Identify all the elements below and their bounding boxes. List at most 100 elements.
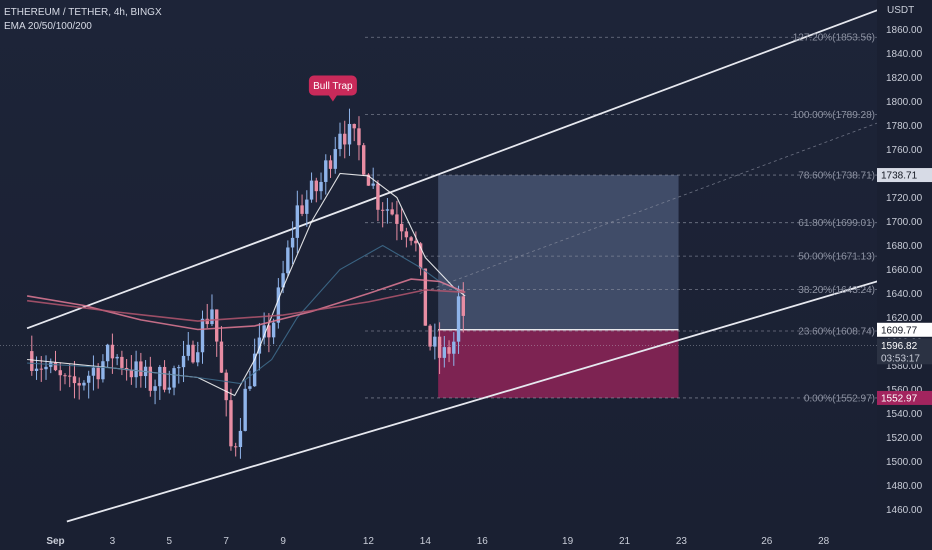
candle xyxy=(371,183,375,186)
candle xyxy=(34,368,39,371)
candle xyxy=(210,309,214,325)
candle xyxy=(357,128,361,146)
price-tag-value: 1738.71 xyxy=(881,171,918,182)
price-axis-tick: 1780.00 xyxy=(886,121,923,132)
candle xyxy=(252,353,257,387)
candle xyxy=(215,309,219,342)
price-axis-tick: 1460.00 xyxy=(886,505,923,516)
price-tag-value: 1609.77 xyxy=(881,325,918,336)
candle xyxy=(290,237,295,248)
candle xyxy=(229,400,233,447)
ema-line xyxy=(26,289,466,322)
candle xyxy=(63,375,67,377)
candle xyxy=(139,361,143,377)
candle xyxy=(167,387,171,390)
candle xyxy=(86,375,91,383)
candle xyxy=(428,325,432,347)
price-axis-tick: 1860.00 xyxy=(886,25,923,36)
candle xyxy=(452,341,456,354)
candle xyxy=(414,240,418,244)
candle xyxy=(110,344,115,359)
candle xyxy=(68,375,72,377)
price-axis-tick: 1560.00 xyxy=(886,385,923,396)
fib-level-label: 100.00%(1789.28) xyxy=(793,110,875,121)
candle xyxy=(134,361,138,378)
candle xyxy=(343,133,347,145)
candle xyxy=(461,296,465,316)
candle xyxy=(362,145,366,175)
candle xyxy=(53,362,58,371)
price-axis-bg xyxy=(877,0,932,550)
candle xyxy=(191,344,195,363)
time-axis-tick: 19 xyxy=(562,536,574,547)
candle xyxy=(404,231,409,238)
price-axis-tick: 1720.00 xyxy=(886,193,923,204)
candle xyxy=(238,430,243,448)
stop-zone xyxy=(438,329,679,398)
candle xyxy=(172,368,176,388)
candle xyxy=(319,181,323,192)
candle xyxy=(30,351,34,371)
ema-line xyxy=(27,172,466,397)
candle xyxy=(271,322,276,338)
price-axis-tick: 1700.00 xyxy=(886,217,923,228)
fib-level-label: 127.20%(1853.56) xyxy=(793,33,875,44)
time-axis-tick: 23 xyxy=(676,536,688,547)
candle xyxy=(181,355,186,368)
candle xyxy=(153,386,157,391)
price-axis-tick: 1800.00 xyxy=(886,97,923,108)
indicator-label[interactable]: EMA 20/50/100/200 xyxy=(4,21,92,32)
time-axis-tick: 28 xyxy=(818,536,830,547)
candle xyxy=(96,367,100,380)
candle xyxy=(437,336,442,358)
candle xyxy=(105,344,110,362)
time-axis-tick: 16 xyxy=(477,536,489,547)
candle xyxy=(309,180,314,200)
candle xyxy=(101,361,105,380)
candle xyxy=(82,382,86,386)
candle xyxy=(418,243,423,269)
candle xyxy=(262,325,266,338)
time-axis-tick: Sep xyxy=(46,536,64,547)
candle xyxy=(186,344,190,356)
candle xyxy=(305,199,309,214)
fib-level-label: 50.00%(1671.13) xyxy=(798,252,875,263)
candle xyxy=(200,318,205,353)
candle xyxy=(129,370,134,378)
price-axis-tick: 1540.00 xyxy=(886,409,923,420)
candle xyxy=(115,356,119,359)
candle xyxy=(72,376,77,384)
candle xyxy=(300,205,304,214)
candle xyxy=(257,337,262,354)
channel-upper-line xyxy=(26,9,877,330)
price-axis-tick: 1820.00 xyxy=(886,73,923,84)
candle xyxy=(395,214,399,224)
fib-level-label: 38.20%(1643.24) xyxy=(798,285,875,296)
fib-level-label: 61.80%(1699.01) xyxy=(798,218,875,229)
time-axis-tick: 12 xyxy=(363,536,375,547)
candle xyxy=(328,160,333,169)
candle xyxy=(219,341,224,373)
price-tag xyxy=(877,390,932,405)
candle xyxy=(120,356,124,368)
price-axis-tick: 1760.00 xyxy=(886,145,923,156)
candle xyxy=(148,366,153,391)
candle xyxy=(281,273,285,288)
candle xyxy=(333,149,337,169)
price-tag xyxy=(877,322,932,337)
candle xyxy=(399,223,404,232)
candle xyxy=(366,174,371,186)
fib-level-label: 23.60%(1608.74) xyxy=(798,327,875,338)
price-axis-unit: USDT xyxy=(887,5,914,16)
price-tag xyxy=(877,168,932,183)
candle xyxy=(77,383,81,386)
price-axis-tick: 1620.00 xyxy=(886,313,923,324)
time-axis-tick: 21 xyxy=(619,536,631,547)
annotation-bubble xyxy=(308,75,357,96)
fib-level-label: 78.60%(1738.71) xyxy=(798,171,875,182)
symbol-title[interactable]: ETHEREUM / TETHER, 4h, BINGX xyxy=(4,7,162,18)
candle xyxy=(338,133,342,150)
candle xyxy=(442,347,447,358)
